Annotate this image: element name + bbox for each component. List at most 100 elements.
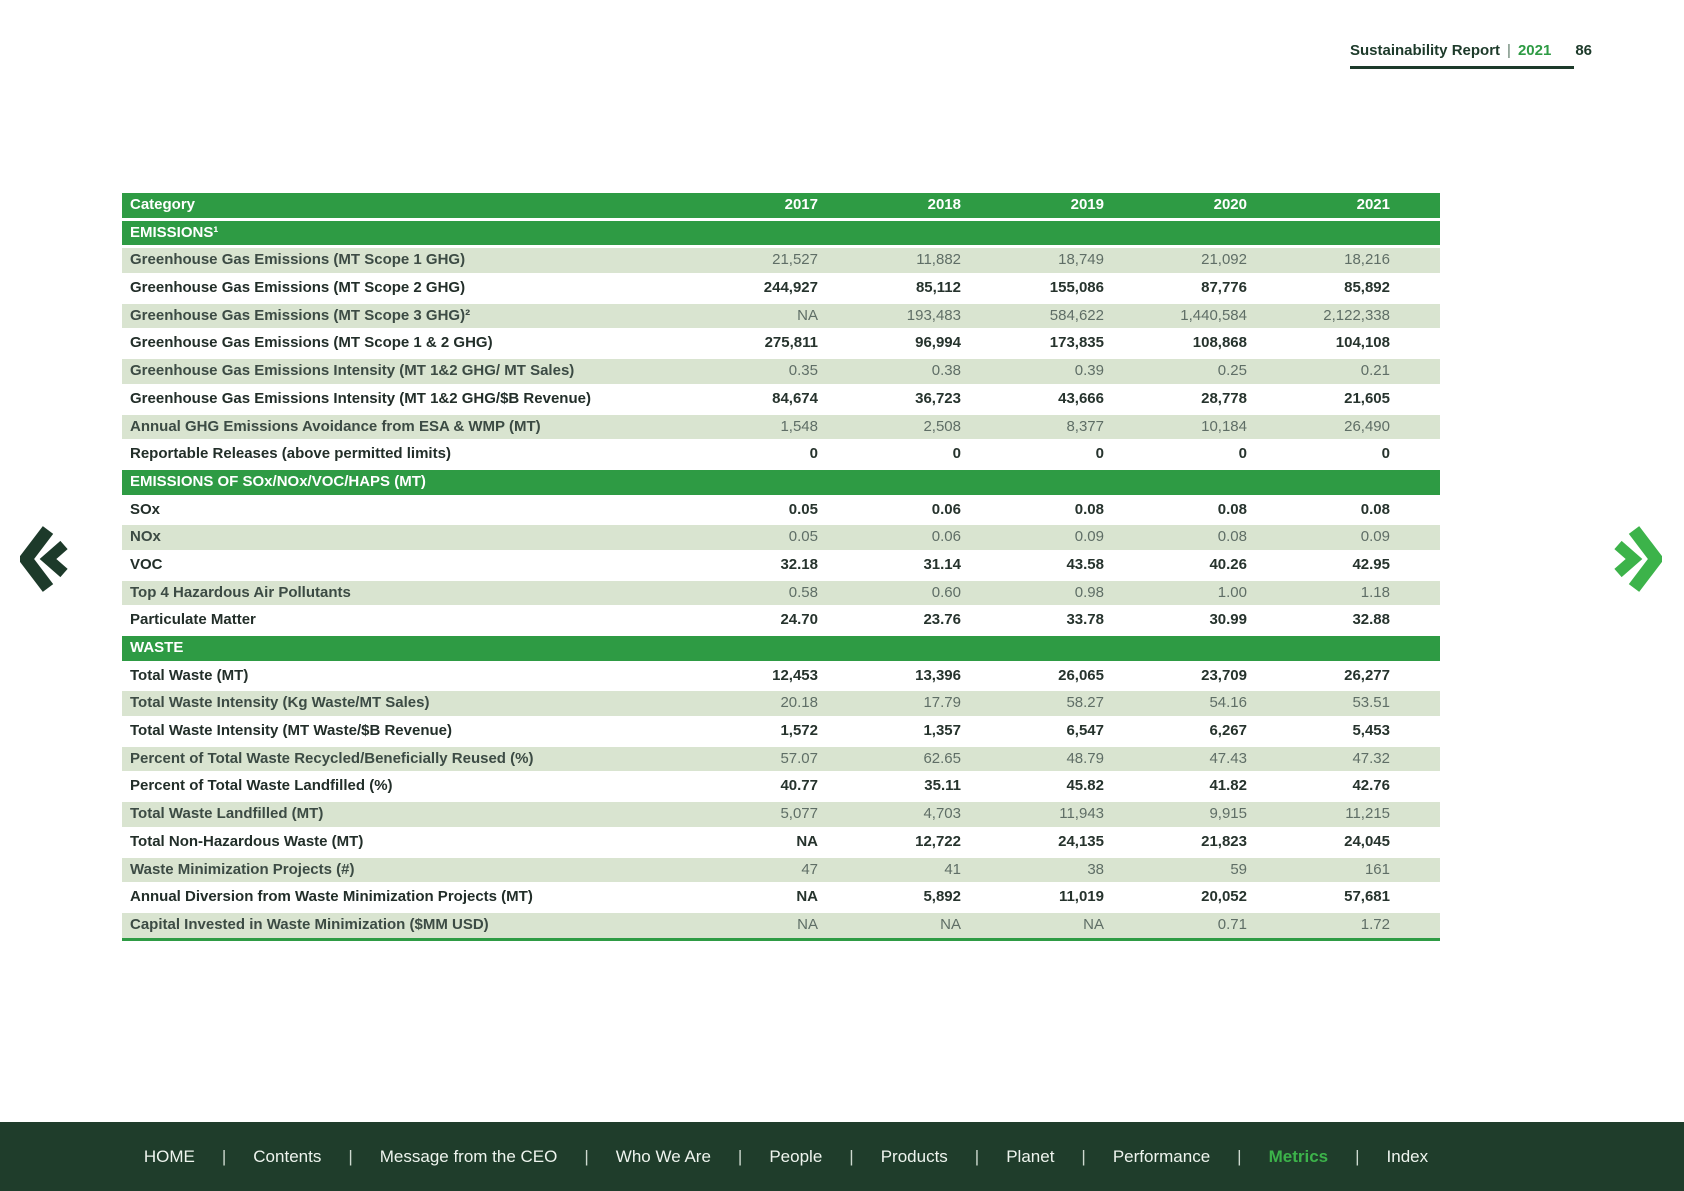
footer-nav-item-planet[interactable]: Planet [1006, 1146, 1055, 1166]
cell-value: 1.72 [1360, 915, 1390, 933]
cell-value: NA [1083, 915, 1104, 933]
footer-nav-item-performance[interactable]: Performance [1112, 1146, 1211, 1166]
row-label: Greenhouse Gas Emissions (MT Scope 2 GHG… [130, 279, 466, 297]
table-row: Capital Invested in Waste Minimization (… [122, 912, 1440, 938]
row-label: SOx [130, 500, 161, 518]
year-column-header: 2021 [1356, 196, 1390, 213]
cell-value: NA [796, 832, 818, 850]
cell-value: 24,045 [1344, 832, 1390, 850]
cell-value: 1,357 [923, 722, 961, 740]
footer-nav-item-metrics[interactable]: Metrics [1268, 1146, 1329, 1166]
footer-nav-item-products[interactable]: Products [880, 1146, 948, 1166]
footer-bar: HOME | Contents | Message from the CEO | Who W… [0, 1122, 1684, 1191]
cell-value: 26,490 [1344, 417, 1390, 435]
cell-value: 0.08 [1074, 500, 1104, 518]
cell-value: 53.51 [1352, 694, 1390, 712]
cell-value: 42.95 [1352, 555, 1390, 573]
cell-value: 0.39 [1074, 362, 1104, 380]
cell-value: 26,277 [1344, 666, 1390, 684]
table-row: SOx 0.05 0.06 0.08 0.08 0.08 [122, 497, 1440, 523]
cell-value: 108,868 [1192, 334, 1247, 352]
document-header: Sustainability Report | 2021 86 [1350, 42, 1592, 69]
cell-value: 13,396 [915, 666, 961, 684]
section-title: EMISSIONS¹ [130, 223, 219, 241]
cell-value: 0 [1095, 445, 1104, 463]
cell-value: 0.06 [931, 500, 961, 518]
cell-value: 24,135 [1058, 832, 1104, 850]
table-row: Total Waste Intensity (Kg Waste/MT Sales… [122, 691, 1440, 717]
header-text: Sustainability Report | 2021 86 [1350, 42, 1592, 59]
cell-value: 0.06 [931, 528, 961, 546]
cell-value: 42.76 [1352, 777, 1390, 795]
section-header-row: EMISSIONS¹ [122, 220, 1440, 246]
cell-value: 85,892 [1344, 279, 1390, 297]
cell-value: 11,943 [1059, 805, 1104, 823]
cell-value: 43.58 [1066, 555, 1104, 573]
cell-value: 45.82 [1066, 777, 1104, 795]
cell-value: 57,681 [1344, 888, 1390, 906]
row-label: Percent of Total Waste Landfilled (%) [130, 777, 393, 795]
row-label: Greenhouse Gas Emissions Intensity (MT 1… [130, 362, 575, 380]
year-column-header: 2020 [1213, 196, 1247, 213]
cell-value: 62.65 [923, 749, 961, 767]
cell-value: 26,065 [1058, 666, 1104, 684]
footer-nav-item-message-from-the-ceo[interactable]: Message from the CEO [379, 1146, 558, 1166]
footer-nav-item-contents[interactable]: Contents [253, 1146, 322, 1166]
nav-separator: | [348, 1146, 353, 1166]
cell-value: 24.70 [780, 611, 818, 629]
cell-value: 10,184 [1201, 417, 1247, 435]
row-label: Total Waste Intensity (MT Waste/$B Reven… [130, 722, 452, 740]
table-row: Percent of Total Waste Landfilled (%) 40.… [122, 774, 1440, 800]
cell-value: 104,108 [1335, 334, 1390, 352]
cell-value: 11,215 [1345, 805, 1390, 823]
footer-nav-item-index[interactable]: Index [1386, 1146, 1429, 1166]
cell-value: 4,703 [923, 805, 961, 823]
footer-nav-item-who-we-are[interactable]: Who We Are [615, 1146, 711, 1166]
cell-value: 32.18 [780, 555, 818, 573]
cell-value: 54.16 [1209, 694, 1247, 712]
cell-value: 173,835 [1049, 334, 1104, 352]
next-page-button[interactable] [1614, 524, 1662, 594]
table-header-row: Category 2017 2018 2019 2020 2021 [122, 193, 1440, 218]
cell-value: 5,892 [923, 888, 961, 906]
cell-value: 1.00 [1217, 583, 1247, 601]
category-column-header: Category [130, 196, 196, 213]
nav-separator: | [737, 1146, 743, 1166]
cell-value: 6,267 [1209, 722, 1247, 740]
cell-value: 20.18 [780, 694, 818, 712]
cell-value: 0.08 [1217, 500, 1247, 518]
cell-value: 41 [944, 860, 961, 878]
cell-value: 96,994 [915, 334, 961, 352]
table-row: Greenhouse Gas Emissions (MT Scope 1 & 2… [122, 331, 1440, 357]
cell-value: 11,882 [916, 251, 961, 269]
cell-value: 0.21 [1360, 362, 1390, 380]
table-row: Greenhouse Gas Emissions Intensity (MT 1… [122, 359, 1440, 384]
cell-value: 0.05 [788, 500, 818, 518]
previous-page-button[interactable] [20, 524, 68, 594]
cell-value: 5,453 [1352, 722, 1390, 740]
nav-separator: | [849, 1146, 854, 1166]
cell-value: 36,723 [915, 389, 961, 407]
cell-value: 57.07 [780, 749, 818, 767]
cell-value: 41.82 [1209, 777, 1247, 795]
cell-value: 1,548 [780, 417, 818, 435]
cell-value: 0.58 [788, 583, 818, 601]
cell-value: 21,605 [1344, 389, 1390, 407]
cell-value: 155,086 [1049, 279, 1104, 297]
cell-value: 1.18 [1360, 583, 1390, 601]
year-column-header: 2017 [784, 196, 818, 213]
cell-value: 0.08 [1217, 528, 1247, 546]
row-label: Total Waste Landfilled (MT) [130, 805, 324, 823]
row-label: Total Non-Hazardous Waste (MT) [130, 832, 364, 850]
cell-value: 58.27 [1066, 694, 1104, 712]
table-row: Greenhouse Gas Emissions (MT Scope 2 GHG… [122, 276, 1440, 301]
table-row: Percent of Total Waste Recycled/Benefici… [122, 746, 1440, 772]
footer-nav-item-people[interactable]: People [769, 1146, 823, 1166]
nav-separator: | [221, 1146, 227, 1166]
footer-nav-item-home[interactable]: HOME [143, 1146, 195, 1166]
cell-value: 23.76 [923, 611, 961, 629]
cell-value: 0 [809, 445, 818, 463]
section-header-row: EMISSIONS OF SOx/NOx/VOC/HAPS (MT) [122, 469, 1440, 495]
row-label: Capital Invested in Waste Minimization (… [130, 915, 489, 933]
cell-value: NA [796, 888, 818, 906]
